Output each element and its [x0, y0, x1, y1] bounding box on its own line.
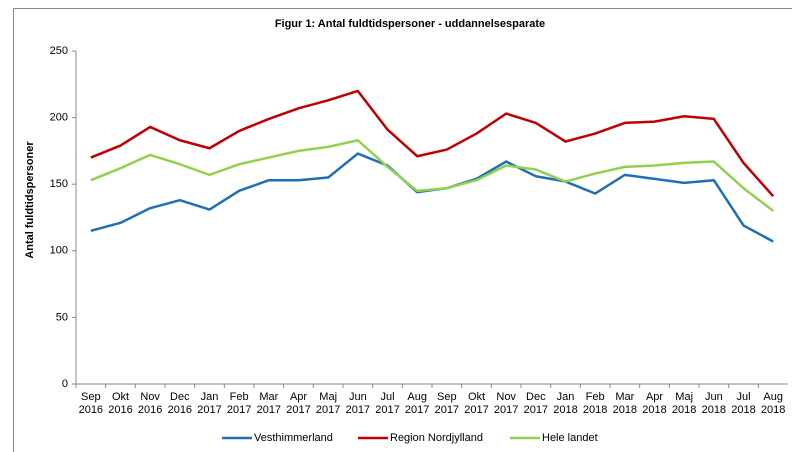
x-tick-label: Jan 2017 — [197, 391, 221, 416]
x-tick-label: Feb 2018 — [583, 391, 607, 416]
x-tick-label: Sep 2016 — [79, 391, 103, 416]
x-tick-label: Jul 2018 — [731, 391, 755, 416]
x-tick-label: Jun 2018 — [702, 391, 726, 416]
x-tick-label: Aug 2017 — [405, 391, 429, 416]
x-tick-label: Jan 2018 — [553, 391, 577, 416]
x-tick-label: Feb 2017 — [227, 391, 251, 416]
y-tick-label: 100 — [50, 245, 68, 257]
y-tick-label: 200 — [50, 112, 68, 124]
x-tick-label: Jun 2017 — [346, 391, 370, 416]
x-tick-label: Dec 2016 — [168, 391, 192, 416]
y-tick-label: 50 — [56, 311, 68, 323]
x-tick-label: Mar 2017 — [257, 391, 281, 416]
x-tick-label: Maj 2018 — [672, 391, 696, 416]
legend-label: Hele landet — [542, 432, 598, 444]
x-tick-label: Jul 2017 — [375, 391, 399, 416]
x-tick-label: Maj 2017 — [316, 391, 340, 416]
x-tick-label: Dec 2017 — [524, 391, 548, 416]
x-tick-label: Aug 2018 — [761, 391, 785, 416]
legend-label: Vesthimmerland — [254, 432, 333, 444]
y-tick-label: 150 — [50, 178, 68, 190]
x-tick-label: Mar 2018 — [613, 391, 637, 416]
chart-border — [13, 8, 792, 452]
x-tick-label: Okt 2017 — [464, 391, 488, 416]
line-series — [90, 138, 774, 212]
x-tick-label: Sep 2017 — [435, 391, 459, 416]
y-tick-label: 250 — [50, 45, 68, 57]
y-axis-label: Antal fuldtidspersoner — [24, 141, 36, 259]
x-tick-label: Okt 2016 — [108, 391, 132, 416]
x-tick-label: Apr 2017 — [286, 391, 310, 416]
x-tick-label: Nov 2016 — [138, 391, 162, 416]
line-series — [90, 89, 775, 198]
chart-title: Figur 1: Antal fuldtidspersoner - uddann… — [275, 18, 545, 30]
x-tick-label: Nov 2017 — [494, 391, 518, 416]
legend-label: Region Nordjylland — [390, 432, 483, 444]
y-tick-label: 0 — [62, 378, 68, 390]
x-tick-label: Apr 2018 — [642, 391, 666, 416]
line-series — [90, 152, 774, 243]
